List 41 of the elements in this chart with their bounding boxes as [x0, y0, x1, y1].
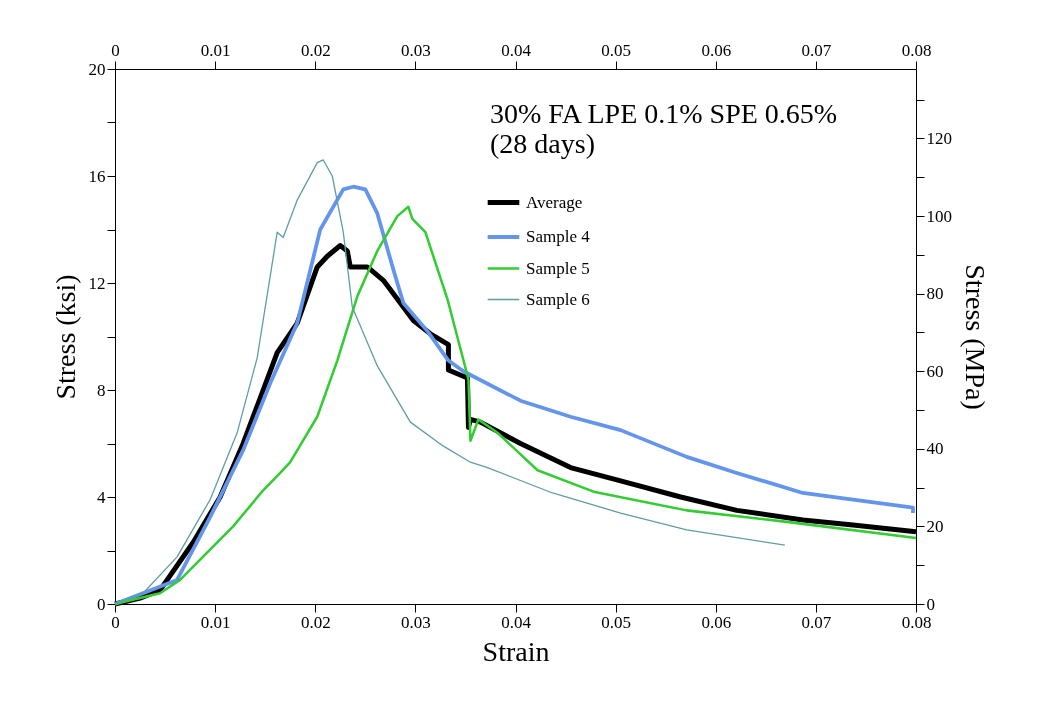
y-tick-label: 8 [97, 380, 106, 400]
x2-tick-label: 0.06 [701, 40, 732, 60]
x2-tick-label: 0.08 [901, 40, 932, 60]
text: (28 days) [490, 128, 595, 159]
y2-tick-label: 60 [926, 361, 944, 381]
y-axis-title: Stress (ksi) [49, 274, 81, 400]
x2-tick-label: 0.05 [601, 40, 631, 60]
y-tick-label: 20 [88, 59, 106, 79]
x-tick-label: 0 [111, 612, 120, 632]
y-tick-label: 4 [97, 487, 106, 507]
x2-tick-label: 0 [111, 40, 120, 60]
x2-tick-label: 0.07 [801, 40, 832, 60]
x2-tick-label: 0.03 [401, 40, 431, 60]
legend-label: Sample 5 [526, 258, 590, 278]
y2-tick-label: 0 [926, 594, 935, 614]
x2-tick-label: 0.02 [300, 40, 331, 60]
x-tick-label: 0.02 [300, 612, 331, 632]
y2-tick-label: 20 [926, 516, 944, 536]
x-tick-label: 0.01 [200, 612, 231, 632]
x-tick-label: 0.07 [801, 612, 832, 632]
line-series [114, 159, 786, 605]
x-tick-label: 0.04 [501, 612, 532, 632]
x2-tick-label: 0.01 [200, 40, 231, 60]
legend-label: Average [526, 192, 583, 212]
y2-tick-label: 120 [926, 128, 952, 148]
y2-tick-label: 80 [926, 284, 944, 304]
y-tick-label: 12 [88, 273, 106, 293]
x-tick-label: 0.08 [901, 612, 932, 632]
x-axis-title: Strain [482, 635, 550, 667]
y-tick-label: 16 [88, 166, 106, 186]
x-tick-label: 0.03 [401, 612, 431, 632]
y2-tick-label: 40 [926, 439, 944, 459]
y2-tick-label: 100 [926, 206, 952, 226]
y-tick-label: 0 [97, 594, 106, 614]
legend-label: Sample 6 [526, 289, 590, 309]
y2-axis-title: Stress (MPa) [960, 264, 991, 410]
text: 30% FA LPE 0.1% SPE 0.65% [490, 98, 838, 129]
x-tick-label: 0.05 [601, 612, 631, 632]
legend-label: Sample 4 [526, 227, 591, 246]
x2-tick-label: 0.04 [501, 40, 532, 60]
x-tick-label: 0.06 [701, 612, 732, 632]
